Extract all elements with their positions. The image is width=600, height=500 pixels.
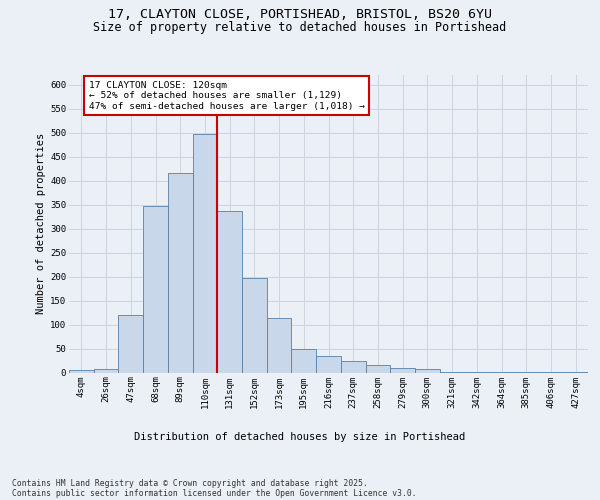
Text: 17, CLAYTON CLOSE, PORTISHEAD, BRISTOL, BS20 6YU: 17, CLAYTON CLOSE, PORTISHEAD, BRISTOL, … (108, 8, 492, 20)
Bar (267, 318, 292, 372)
Bar (292, 348, 316, 372)
Bar (242, 278, 267, 372)
Bar (193, 134, 217, 372)
Bar (341, 361, 365, 372)
Bar (118, 315, 143, 372)
Bar (217, 211, 242, 372)
Bar (143, 206, 168, 372)
Bar (69, 370, 94, 372)
Bar (168, 173, 193, 372)
Text: Distribution of detached houses by size in Portishead: Distribution of detached houses by size … (134, 432, 466, 442)
Bar (316, 356, 341, 372)
Text: Contains HM Land Registry data © Crown copyright and database right 2025.
Contai: Contains HM Land Registry data © Crown c… (12, 478, 416, 498)
Text: Size of property relative to detached houses in Portishead: Size of property relative to detached ho… (94, 21, 506, 34)
Bar (94, 369, 118, 372)
Y-axis label: Number of detached properties: Number of detached properties (36, 133, 46, 314)
Text: 17 CLAYTON CLOSE: 120sqm
← 52% of detached houses are smaller (1,129)
47% of sem: 17 CLAYTON CLOSE: 120sqm ← 52% of detach… (89, 81, 365, 110)
Bar (390, 368, 415, 372)
Bar (365, 365, 390, 372)
Bar (415, 369, 440, 372)
